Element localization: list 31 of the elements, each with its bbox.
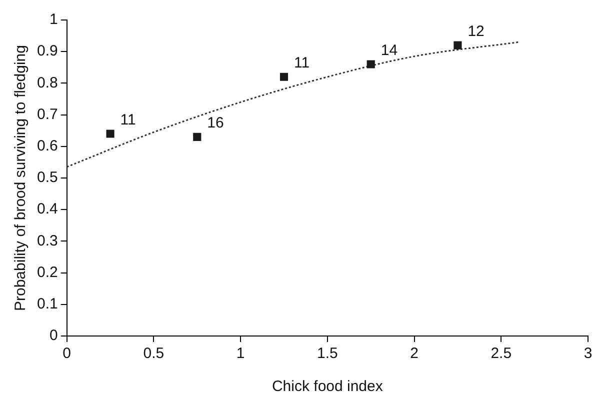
x-axis-title: Chick food index xyxy=(272,378,384,396)
y-tick-label: 0.8 xyxy=(36,74,58,92)
annotation: 12 xyxy=(468,22,484,40)
line-series xyxy=(66,41,520,168)
y-axis-title: Probability of brood surviving to fledging xyxy=(12,45,30,311)
y-tick-label: 0.6 xyxy=(36,138,58,155)
y-tick-label: 0.7 xyxy=(36,106,58,123)
y-tick-label: 0.1 xyxy=(36,296,58,313)
point xyxy=(454,41,462,50)
y-tick-label: 1 xyxy=(50,11,58,28)
x-tick-label: 0.5 xyxy=(143,345,164,362)
y-tick-label: 0.4 xyxy=(36,200,58,218)
x-tick-label: 0 xyxy=(62,345,72,362)
annotation: 14 xyxy=(380,42,398,59)
y-tick-label: 0.9 xyxy=(36,42,58,60)
y-tick-label: 0 xyxy=(50,327,58,344)
x-tick-label: 2 xyxy=(410,345,418,362)
point xyxy=(280,72,288,81)
y-tick-label: 0.2 xyxy=(36,264,58,281)
x-tick-label: 2.5 xyxy=(490,345,512,362)
x-tick-label: 1 xyxy=(236,345,245,362)
point xyxy=(193,132,202,141)
annotation: 11 xyxy=(294,54,310,72)
x-tick-label: 1.5 xyxy=(316,345,338,362)
point xyxy=(106,130,114,138)
point xyxy=(366,60,375,68)
annotation: 16 xyxy=(207,114,224,132)
y-tick-label: 0.3 xyxy=(36,232,58,250)
x-tick-label: 3 xyxy=(584,345,592,362)
y-tick-label: 0.5 xyxy=(36,169,58,186)
annotation: 11 xyxy=(120,111,136,128)
